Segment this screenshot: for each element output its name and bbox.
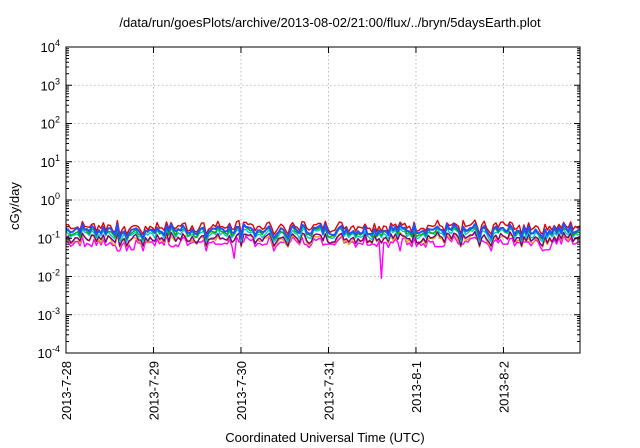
y-tick-label: 10-3 [38, 306, 60, 323]
y-tick-label: 101 [41, 153, 60, 170]
grid [66, 47, 580, 353]
x-tick-label: 2013-7-31 [321, 361, 336, 420]
series-line [65, 230, 581, 247]
y-tick-label: 10-4 [38, 344, 60, 361]
y-tick-label: 104 [41, 38, 60, 55]
y-tick-label: 100 [41, 191, 60, 208]
chart-title: /data/run/goesPlots/archive/2013-08-02/2… [119, 15, 541, 30]
x-tick-label: 2013-7-30 [234, 361, 249, 420]
series-layer [65, 219, 581, 279]
series-line [65, 222, 581, 239]
y-tick-label: 10-2 [38, 268, 60, 285]
x-tick-label: 2013-7-29 [146, 361, 161, 420]
y-axis-label: cGy/day [7, 182, 22, 230]
y-tick-label: 103 [41, 76, 60, 93]
x-tick-label: 2013-8-1 [409, 361, 424, 413]
x-axis-label: Coordinated Universal Time (UTC) [225, 430, 424, 445]
x-tick-label: 2013-7-28 [59, 361, 74, 420]
series-line [65, 227, 581, 243]
x-tick-label: 2013-8-2 [496, 361, 511, 413]
y-axis: 10-4 10-3 10-2 10-1 100 101 102 103 104 [38, 38, 580, 361]
y-tick-label: 102 [41, 115, 60, 132]
series-line [66, 234, 580, 279]
series-line [65, 219, 581, 236]
y-tick-label: 10-1 [38, 229, 60, 246]
x-axis: 2013-7-28 2013-7-29 2013-7-30 2013-7-31 2013… [59, 47, 511, 420]
